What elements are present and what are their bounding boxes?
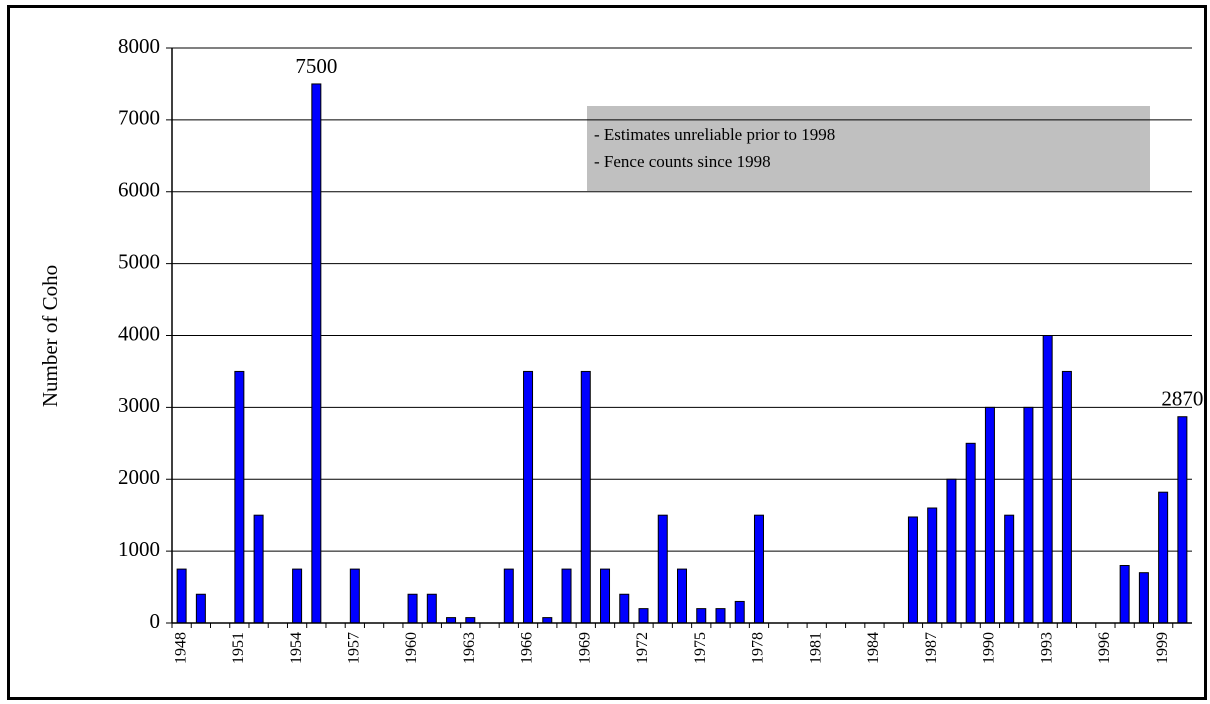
bar [195, 593, 206, 624]
bar [619, 593, 630, 624]
x-tick-label: 1966 [519, 632, 536, 664]
y-tick-label: 8000 [118, 34, 160, 58]
bar [946, 478, 957, 624]
x-tick-label: 1987 [923, 632, 940, 664]
bar [1119, 565, 1130, 624]
y-tick-label: 2000 [118, 465, 160, 489]
bar [446, 617, 457, 624]
y-tick-label: 5000 [118, 249, 160, 273]
bar [426, 593, 437, 624]
y-tick-label: 4000 [118, 321, 160, 345]
bar [465, 617, 476, 624]
x-tick-label: 1981 [807, 632, 824, 664]
bar [234, 370, 245, 624]
data-label: 2870 [1161, 387, 1203, 411]
bar [715, 608, 726, 624]
y-tick-label: 6000 [118, 178, 160, 202]
bar [292, 568, 303, 624]
bar [523, 370, 534, 624]
bar [965, 442, 976, 624]
y-tick-label: 7000 [118, 106, 160, 130]
bar [1004, 514, 1015, 624]
x-tick-label: 1978 [750, 632, 767, 664]
x-tick-label: 1999 [1154, 632, 1171, 664]
bar [927, 507, 938, 624]
bar [657, 514, 668, 624]
annotation: - Estimates unreliable prior to 1998 [594, 125, 835, 144]
x-tick-label: 1969 [576, 632, 593, 664]
bar [580, 370, 591, 624]
x-tick-label: 1984 [865, 632, 882, 664]
bar [253, 514, 264, 624]
bar [1042, 335, 1053, 624]
bar [349, 568, 360, 624]
bar [696, 608, 707, 624]
y-tick-label: 1000 [118, 537, 160, 561]
bar [907, 516, 918, 624]
bar [1177, 416, 1188, 624]
x-tick-label: 1972 [634, 632, 651, 664]
bar [311, 83, 322, 624]
x-tick-label: 1975 [692, 632, 709, 664]
x-tick-label: 1957 [346, 632, 363, 664]
bar [542, 617, 553, 624]
annotation-box [587, 106, 1150, 191]
y-tick-label: 3000 [118, 393, 160, 417]
bar [1023, 406, 1034, 624]
bar [407, 593, 418, 624]
bar [1061, 370, 1072, 624]
bar [984, 406, 995, 624]
y-axis-label: Number of Coho [38, 265, 62, 407]
x-tick-label: 1951 [230, 632, 247, 664]
bar [1158, 491, 1169, 624]
bar [1138, 572, 1149, 624]
data-label: 7500 [295, 54, 337, 78]
bar [561, 568, 572, 624]
x-tick-label: 1960 [403, 632, 420, 664]
annotation: - Fence counts since 1998 [594, 152, 771, 171]
bar [638, 608, 649, 624]
bar [503, 568, 514, 624]
bar [753, 514, 764, 624]
x-tick-label: 1990 [981, 632, 998, 664]
x-tick-label: 1963 [461, 632, 478, 664]
bar [677, 568, 687, 624]
bar [176, 568, 187, 624]
y-tick-label: 0 [150, 609, 161, 633]
bar [600, 568, 611, 624]
x-tick-label: 1993 [1038, 632, 1055, 664]
x-tick-label: 1954 [288, 632, 305, 664]
bar [734, 600, 745, 624]
x-tick-label: 1996 [1096, 632, 1113, 664]
x-tick-label: 1948 [172, 632, 189, 664]
